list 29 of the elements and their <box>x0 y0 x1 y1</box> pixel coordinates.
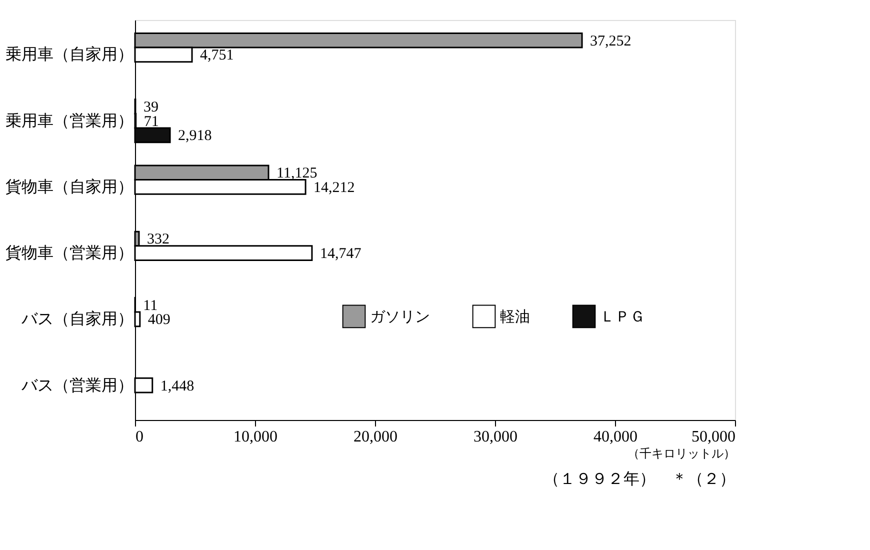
y-tick-label: バス（営業用） <box>20 375 134 394</box>
y-tick-label: 貨物車（自家用） <box>6 176 134 196</box>
data-label: 11,125 <box>276 166 318 182</box>
data-label: 71 <box>144 114 159 130</box>
x-tick-label: 0 <box>136 428 144 446</box>
x-axis-title: （千キロリットル） <box>628 446 736 460</box>
y-tick-label: 乗用車（営業用） <box>6 110 134 130</box>
text: （１９９２年） ＊（２） <box>544 469 736 488</box>
data-label: 14,212 <box>314 180 355 196</box>
data-label: 4,751 <box>200 48 234 64</box>
x-tick-label: 30,000 <box>474 428 518 446</box>
data-label: 39 <box>143 100 158 116</box>
x-tick-label: 20,000 <box>354 428 398 446</box>
data-label: 11 <box>143 298 158 314</box>
y-tick-label: バス（自家用） <box>20 309 134 328</box>
data-label: 409 <box>148 312 170 328</box>
y-tick-label: 貨物車（営業用） <box>6 243 134 262</box>
data-label: 14,747 <box>320 246 362 262</box>
legend-label: 軽油 <box>500 307 530 326</box>
data-label: 1,448 <box>160 378 194 394</box>
data-label: 37,252 <box>590 33 632 50</box>
legend-label: ガソリン <box>370 307 430 326</box>
x-tick-label: 50,000 <box>692 428 736 446</box>
x-tick-label: 10,000 <box>234 428 278 446</box>
y-tick-label: 乗用車（自家用） <box>6 44 134 64</box>
legend-label: ＬＰＧ <box>600 307 645 326</box>
x-tick-label: 40,000 <box>594 428 638 446</box>
data-label: 332 <box>146 232 170 248</box>
data-label: 2,918 <box>178 128 212 144</box>
